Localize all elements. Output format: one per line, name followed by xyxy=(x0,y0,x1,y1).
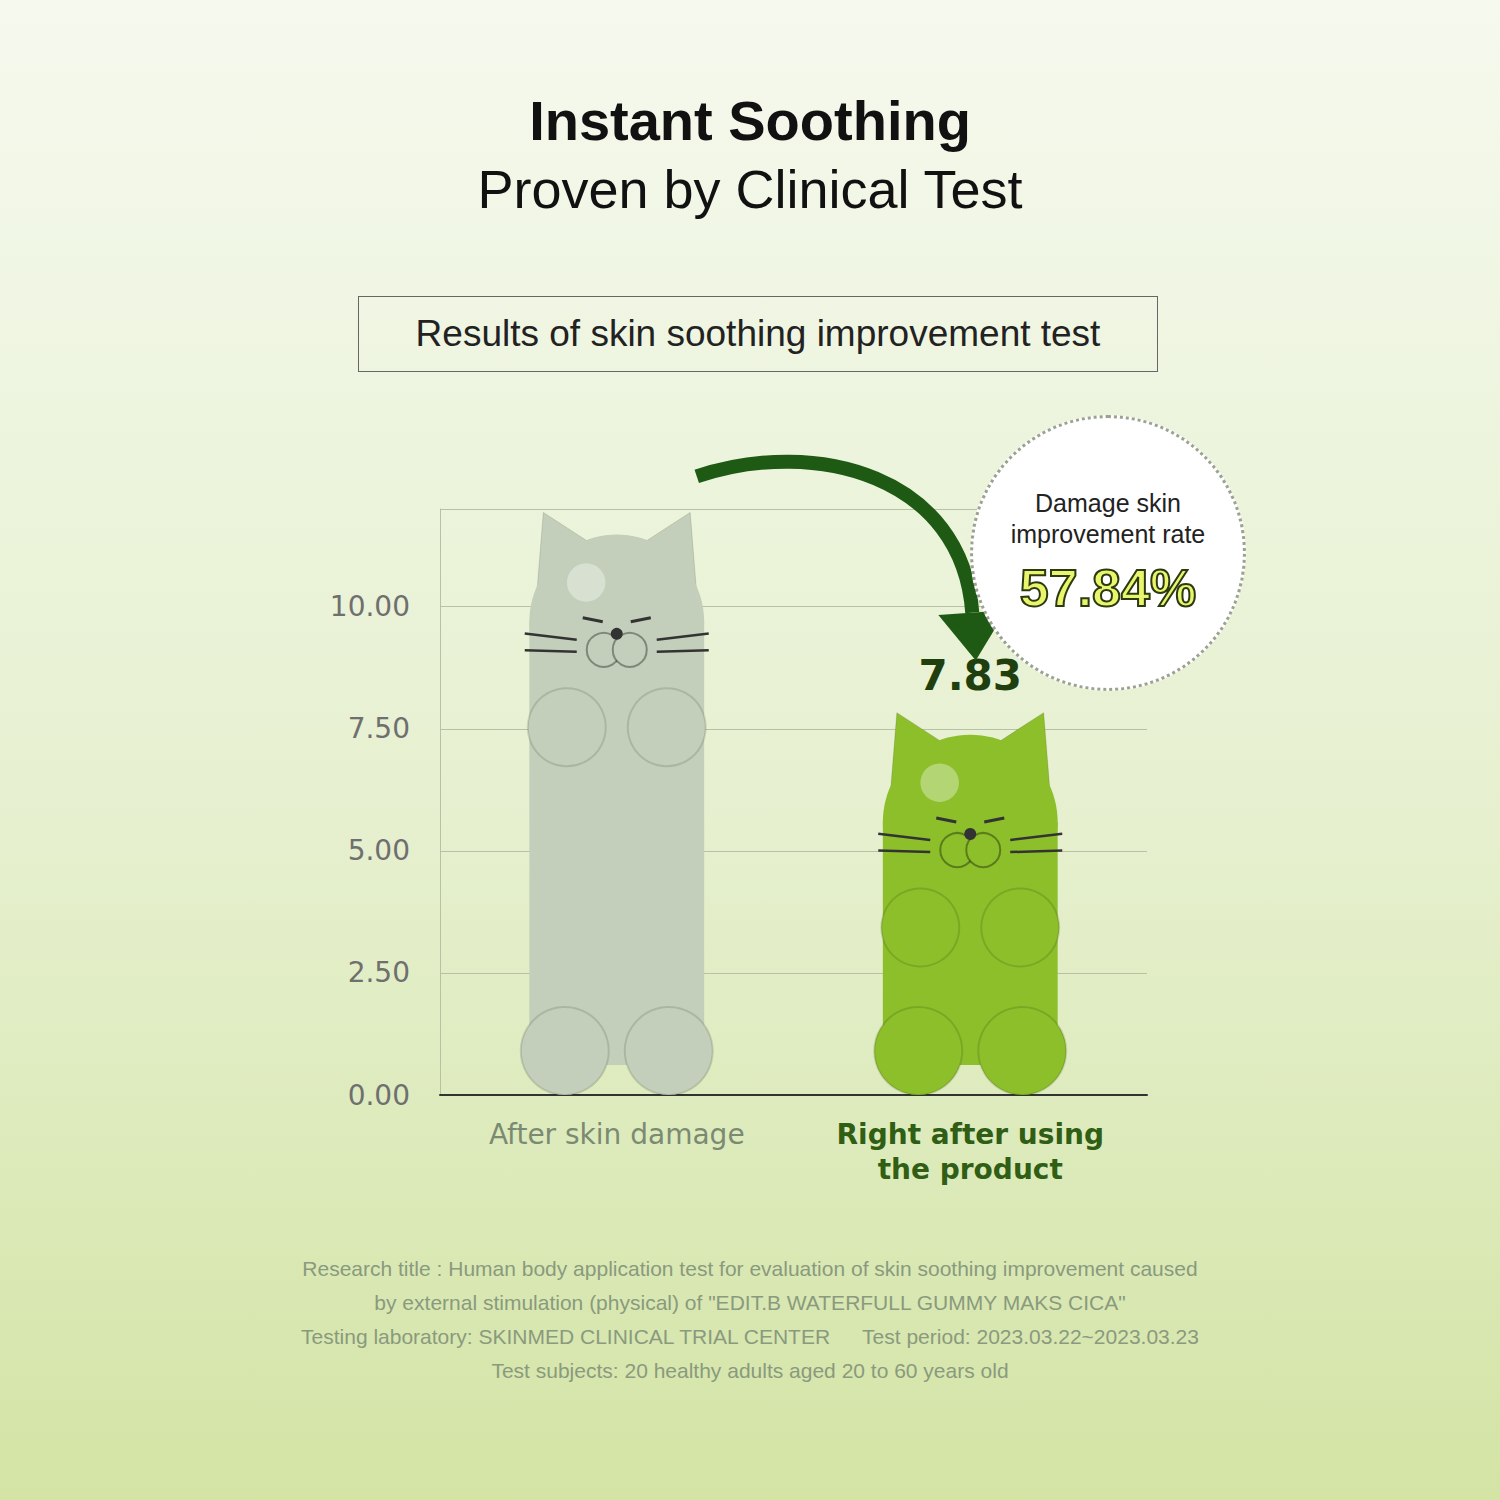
html-text:Research title : Human body ap: Research title : Human body application … xyxy=(302,1257,1198,1280)
html-text:Test subjects: 20 healthy adul: Test subjects: 20 healthy adults aged 20… xyxy=(491,1359,1009,1382)
svg-text:5.00: 5.00 xyxy=(348,834,410,867)
svg-text:7.83: 7.83 xyxy=(918,651,1022,700)
svg-text:0.00: 0.00 xyxy=(348,1079,410,1112)
svg-text:the product: the product xyxy=(878,1153,1063,1186)
svg-text:11.93: 11.93 xyxy=(557,451,677,500)
html-text:Damage skin improvement rate: Damage skin improvement rate xyxy=(1010,488,1206,548)
html-text:Results of skin soothing impro: Results of skin soothing improvement tes… xyxy=(415,313,1101,354)
svg-text:2.50: 2.50 xyxy=(348,956,410,989)
svg-text:After skin damage: After skin damage xyxy=(489,1118,745,1151)
svg-text:10.00: 10.00 xyxy=(330,590,410,623)
html-text:Testing laboratory: SKINMED CL: Testing laboratory: SKINMED CLINICAL TRI… xyxy=(301,1325,831,1348)
svg-text:7.50: 7.50 xyxy=(348,712,410,745)
html-text:Test period: 2023.03.22~2023.0: Test period: 2023.03.22~2023.03.23 xyxy=(862,1325,1199,1348)
html-text:Proven by Clinical Test: Proven by Clinical Test xyxy=(477,159,1023,219)
html-text:by external stimulation (physi: by external stimulation (physical) of "E… xyxy=(374,1291,1126,1314)
html-text:Instant Soothing: Instant Soothing xyxy=(529,89,971,152)
html-text:57.84%: 57.84% xyxy=(1019,559,1197,618)
svg-text:Right after using: Right after using xyxy=(837,1118,1104,1151)
